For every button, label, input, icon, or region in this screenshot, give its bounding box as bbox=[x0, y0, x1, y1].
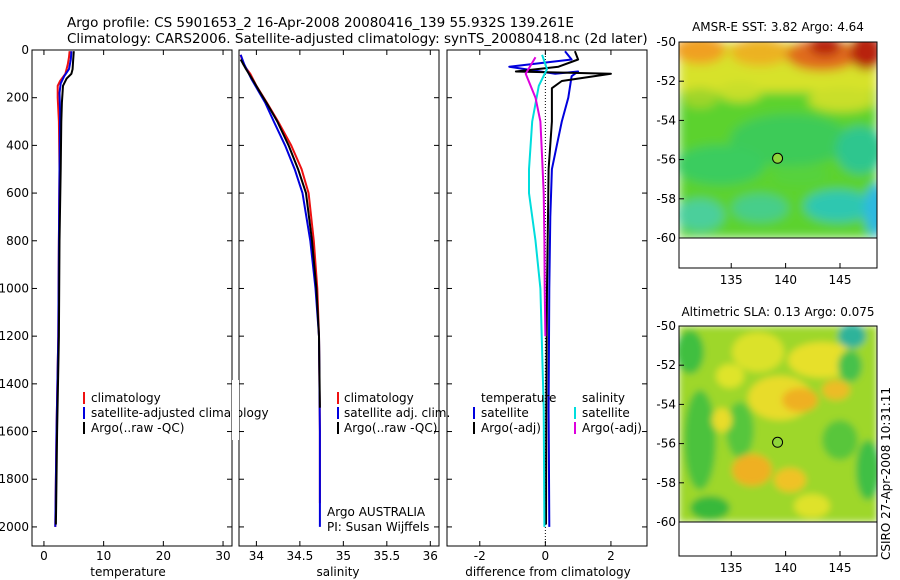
x-tick-label: 36 bbox=[423, 549, 438, 563]
y-tick-label: 800 bbox=[6, 234, 29, 248]
map-y-tick-label: -54 bbox=[656, 397, 676, 411]
series-line-argo-raw-qc- bbox=[239, 59, 321, 408]
temperature-plot-frame bbox=[31, 49, 233, 547]
axes-ticks: 0 10 20 30020040060080010001200140016001800… bbox=[0, 43, 647, 563]
sst-map-empty-area bbox=[678, 237, 878, 269]
x-tick-label: 30 bbox=[215, 549, 230, 563]
temperature-legend: climatology satellite-adjusted climatolo… bbox=[83, 391, 269, 435]
x-tick-label: 35.5 bbox=[373, 549, 400, 563]
map-x-tick-label: 140 bbox=[774, 561, 797, 575]
sst-map-title: AMSR-E SST: 3.82 Argo: 4.64 bbox=[692, 20, 864, 34]
legend-overflow-mask bbox=[232, 380, 239, 440]
temperature-xlabel: temperature bbox=[90, 565, 165, 579]
argo-float-marker bbox=[772, 436, 784, 448]
x-tick-label: 34.5 bbox=[287, 549, 314, 563]
y-tick-label: 1600 bbox=[0, 425, 29, 439]
difference-xlabel: difference from climatology bbox=[465, 565, 631, 579]
x-tick-label: 10 bbox=[96, 549, 111, 563]
sla-map-empty-area bbox=[678, 521, 878, 557]
figure-title-line-2: Climatology: CARS2006. Satellite-adjuste… bbox=[67, 31, 648, 47]
y-tick-label: 400 bbox=[6, 138, 29, 152]
map-y-tick-label: -58 bbox=[656, 476, 676, 490]
map-x-tick-label: 145 bbox=[829, 273, 852, 287]
difference-plot-frame bbox=[446, 49, 648, 547]
y-tick-label: 200 bbox=[6, 91, 29, 105]
map-y-tick-label: -52 bbox=[656, 358, 676, 372]
legend-label-satellite: satellite adj. clim. bbox=[344, 406, 450, 420]
map-x-tick-label: 135 bbox=[720, 561, 743, 575]
sla-map-title: Altimetric SLA: 0.13 Argo: 0.075 bbox=[681, 305, 874, 319]
legend-label-temp-satellite: satellite bbox=[481, 406, 529, 420]
y-tick-label: 1000 bbox=[0, 281, 29, 295]
difference-legend: temperature salinity satellite Argo(-adj… bbox=[473, 391, 642, 435]
y-tick-label: 600 bbox=[6, 186, 29, 200]
series-line-temperature-satellite bbox=[508, 50, 580, 527]
temperature-plot-area bbox=[54, 51, 75, 527]
salinity-legend: climatology satellite adj. clim. Argo(..… bbox=[327, 391, 450, 534]
series-line-argo-raw-qc- bbox=[54, 51, 75, 525]
legend-label-climatology: climatology bbox=[344, 391, 414, 405]
x-tick-label: 2 bbox=[607, 549, 615, 563]
map-y-tick-label: -52 bbox=[656, 74, 676, 88]
salinity-xlabel: salinity bbox=[316, 565, 359, 579]
argo-annotation-line-1: Argo AUSTRALIA bbox=[327, 505, 426, 519]
legend-label-satellite-adjusted: satellite-adjusted climatology bbox=[91, 406, 269, 420]
difference-plot-area bbox=[508, 50, 612, 546]
series-line-salinity-satellite bbox=[528, 54, 548, 527]
sst-heatmap-field bbox=[679, 42, 877, 238]
y-tick-label: 1800 bbox=[0, 472, 29, 486]
map-y-tick-label: -54 bbox=[656, 113, 676, 127]
x-tick-label: -2 bbox=[474, 549, 486, 563]
salinity-plot-frame bbox=[238, 49, 440, 547]
legend-label-temp-argo: Argo(-adj) bbox=[481, 421, 541, 435]
map-x-tick-label: 135 bbox=[720, 273, 743, 287]
argo-float-marker bbox=[772, 152, 784, 164]
legend-label-climatology: climatology bbox=[91, 391, 161, 405]
map-x-tick-label: 145 bbox=[829, 561, 852, 575]
map-y-tick-label: -60 bbox=[656, 515, 676, 529]
credit-timestamp: CSIRO 27-Apr-2008 10:31:11 bbox=[879, 387, 893, 560]
map-y-tick-label: -50 bbox=[656, 35, 676, 49]
sla-heatmap-field bbox=[679, 326, 877, 522]
legend-label-argo: Argo(..raw -QC) bbox=[91, 421, 184, 435]
y-tick-label: 1200 bbox=[0, 329, 29, 343]
y-tick-label: 2000 bbox=[0, 520, 29, 534]
legend-title-temperature: temperature bbox=[481, 391, 556, 405]
x-tick-label: 34 bbox=[249, 549, 264, 563]
legend-label-sal-argo: Argo(-adj) bbox=[582, 421, 642, 435]
sst-map-axes: 135 140 145 -50 -52 -54 -56 -58 -60 bbox=[656, 35, 851, 287]
figure-title-line-1: Argo profile: CS 5901653_2 16-Apr-2008 2… bbox=[67, 15, 574, 31]
map-y-tick-label: -58 bbox=[656, 192, 676, 206]
sla-map-axes: 135 140 145 -50 -52 -54 -56 -58 -60 bbox=[656, 319, 851, 575]
x-tick-label: 35 bbox=[336, 549, 351, 563]
x-tick-label: 0 bbox=[40, 549, 48, 563]
map-y-tick-label: -50 bbox=[656, 319, 676, 333]
x-tick-label: 20 bbox=[156, 549, 171, 563]
map-y-tick-label: -56 bbox=[656, 437, 676, 451]
legend-title-salinity: salinity bbox=[582, 391, 625, 405]
y-tick-label: 1400 bbox=[0, 377, 29, 391]
y-tick-label: 0 bbox=[21, 43, 29, 57]
x-tick-label: 0 bbox=[542, 549, 550, 563]
map-x-tick-label: 140 bbox=[774, 273, 797, 287]
series-line-climatology bbox=[239, 54, 321, 504]
map-y-tick-label: -60 bbox=[656, 231, 676, 245]
salinity-plot-area bbox=[239, 54, 321, 527]
series-line-temperature-argo-adj- bbox=[514, 50, 612, 525]
map-y-tick-label: -56 bbox=[656, 153, 676, 167]
legend-label-argo: Argo(..raw -QC) bbox=[344, 421, 437, 435]
argo-annotation-line-2: PI: Susan Wijffels bbox=[327, 520, 429, 534]
series-line-salinity-argo-adj- bbox=[524, 56, 547, 337]
legend-label-sal-satellite: satellite bbox=[582, 406, 630, 420]
